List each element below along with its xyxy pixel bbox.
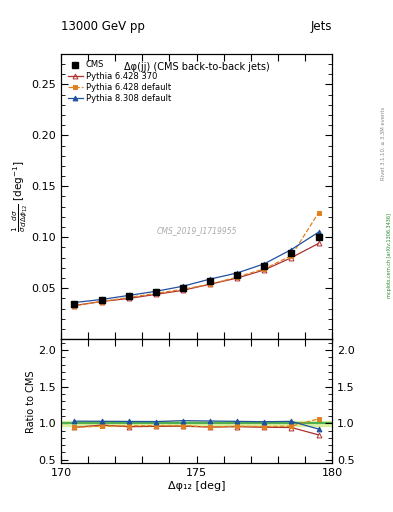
Bar [61,421,332,426]
Text: CMS_2019_I1719955: CMS_2019_I1719955 [156,226,237,235]
X-axis label: Δφ₁₂ [deg]: Δφ₁₂ [deg] [168,481,225,491]
Text: mcplots.cern.ch [arXiv:1306.3436]: mcplots.cern.ch [arXiv:1306.3436] [387,214,391,298]
Text: Δφ(jj) (CMS back-to-back jets): Δφ(jj) (CMS back-to-back jets) [124,62,269,72]
Text: Jets: Jets [310,20,332,33]
Text: 13000 GeV pp: 13000 GeV pp [61,20,145,33]
Text: Rivet 3.1.10, ≥ 3.3M events: Rivet 3.1.10, ≥ 3.3M events [381,106,386,180]
Legend: CMS, Pythia 6.428 370, Pythia 6.428 default, Pythia 8.308 default: CMS, Pythia 6.428 370, Pythia 6.428 defa… [65,58,174,105]
Y-axis label: Ratio to CMS: Ratio to CMS [26,370,35,433]
Y-axis label: $\frac{1}{\sigma}\frac{d\sigma}{d\Delta\phi_{12}}$ [deg$^{-1}$]: $\frac{1}{\sigma}\frac{d\sigma}{d\Delta\… [10,161,30,232]
